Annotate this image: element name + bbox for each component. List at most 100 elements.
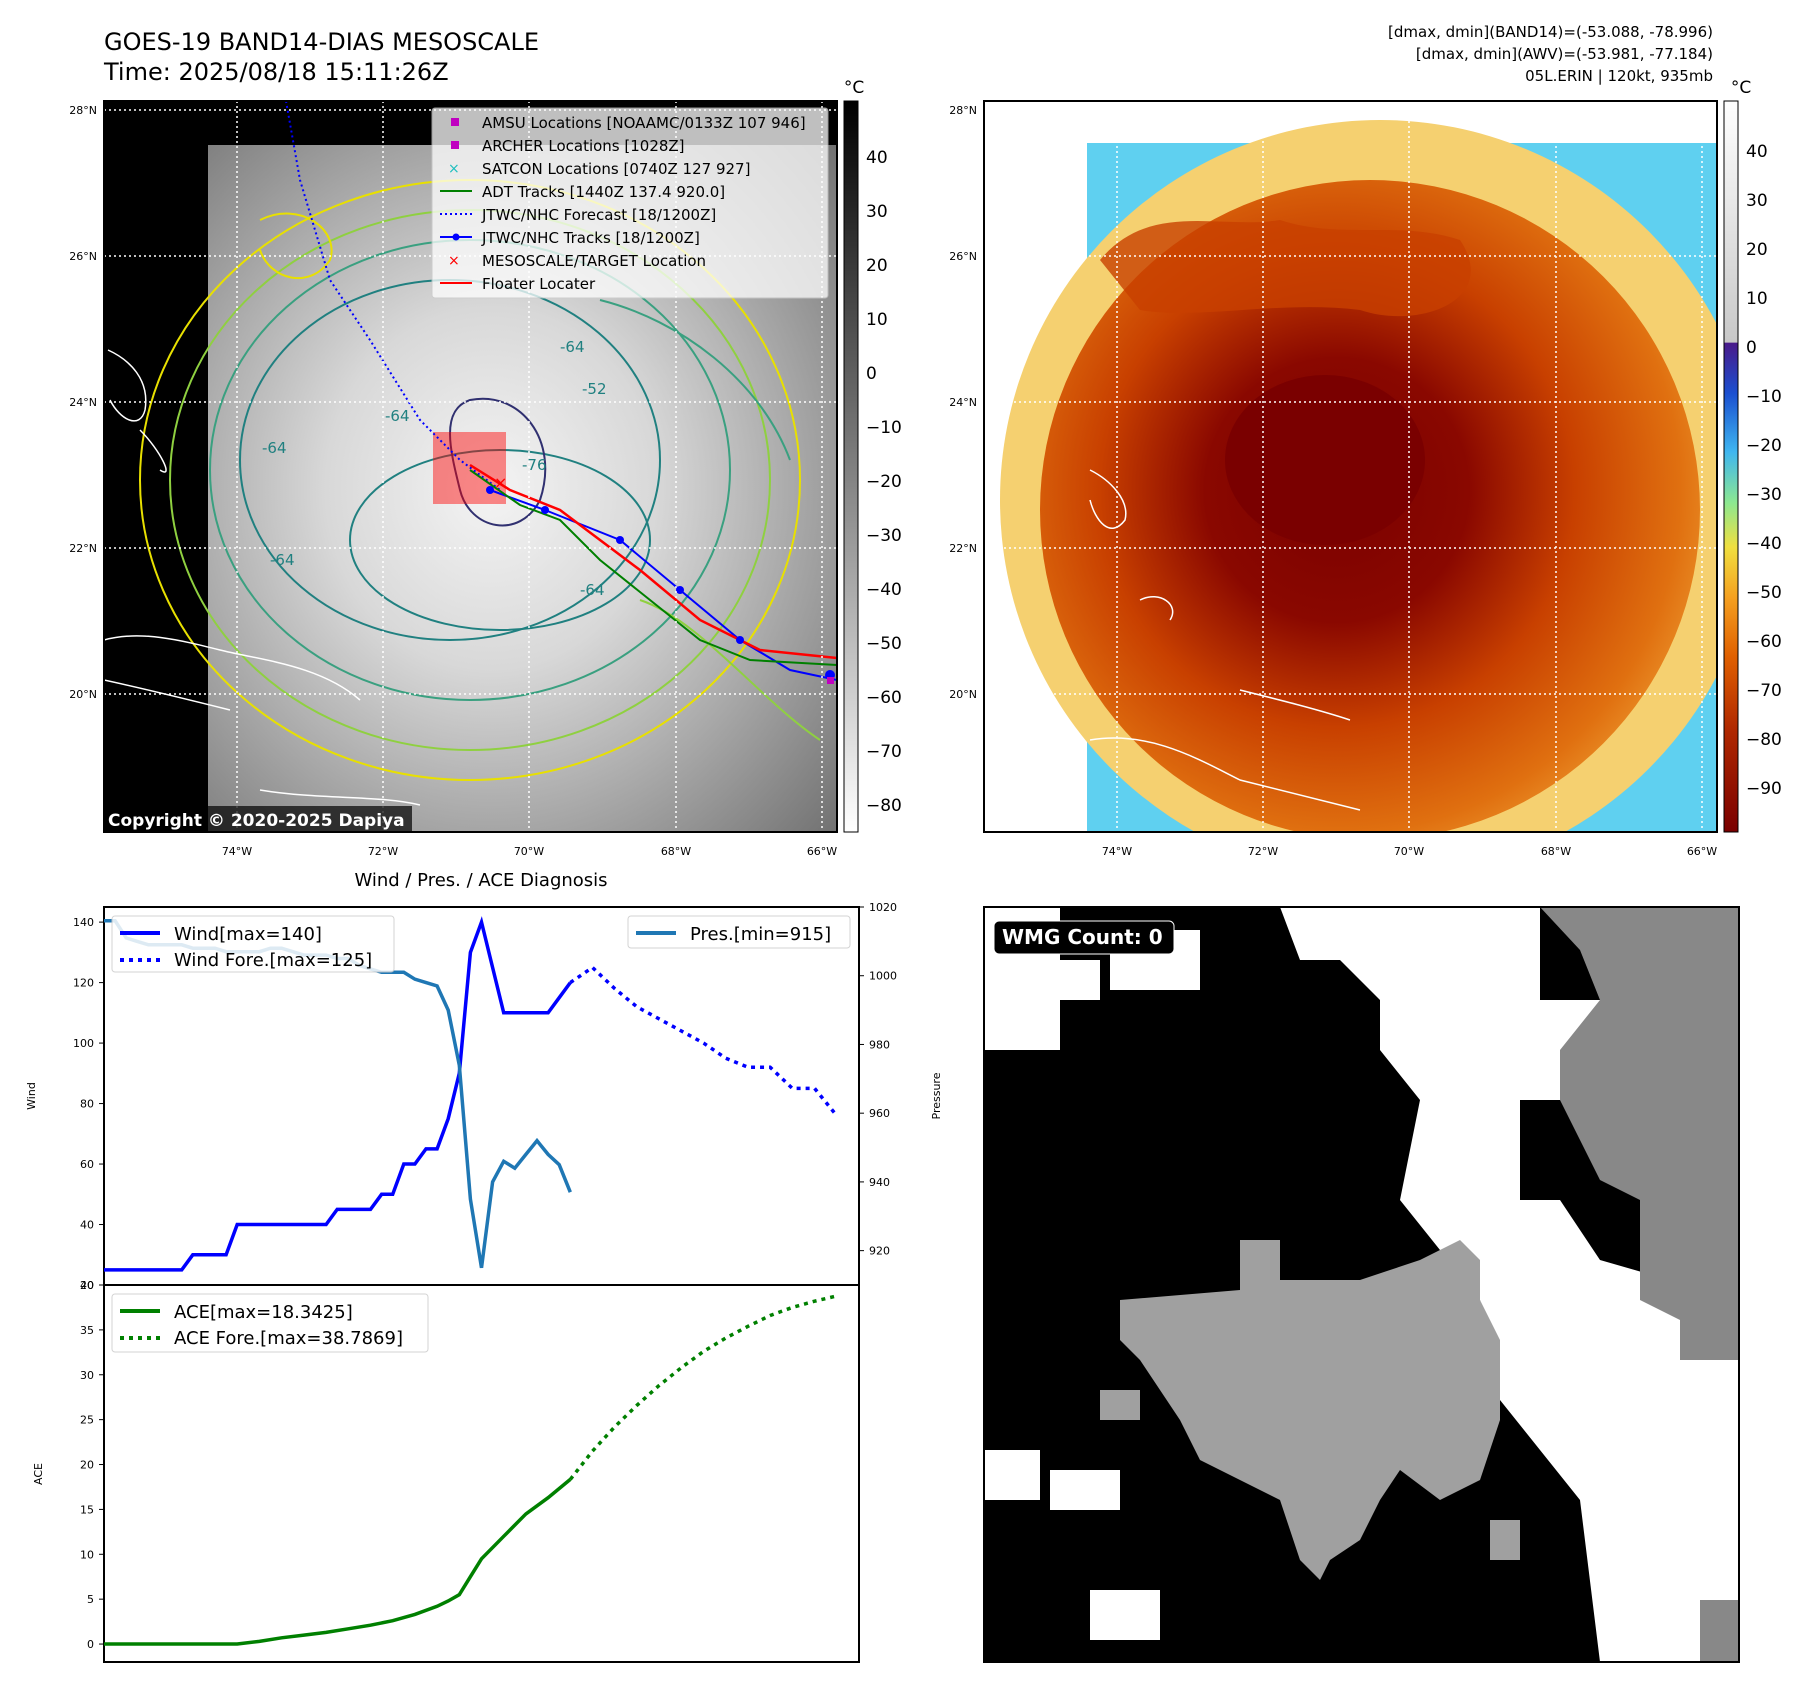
lon-label: 74°W: [222, 845, 252, 858]
tick-label: 20: [80, 1459, 94, 1472]
tick-label: 15: [80, 1503, 94, 1516]
cb-tick: −40: [1746, 534, 1782, 554]
cb-tick: −80: [1746, 730, 1782, 750]
tick-label: 120: [73, 977, 94, 990]
adt-track: [469, 469, 837, 666]
lat-label: 28°N: [949, 104, 977, 117]
lat-label: 28°N: [69, 104, 97, 117]
amsu-legend-icon: [451, 118, 459, 126]
tick-label: 35: [80, 1324, 94, 1337]
pressure-legend: Pres.[min=915]: [627, 915, 851, 949]
legend-label: JTWC/NHC Forecast [18/1200Z]: [481, 206, 716, 224]
tick-label: 980: [869, 1038, 890, 1051]
forecast-line: [569, 965, 839, 1117]
cb-tick: 30: [866, 202, 888, 222]
diagnosis-title: Wind / Pres. / ACE Diagnosis: [354, 870, 607, 891]
tick-label: 140: [73, 916, 94, 929]
cb-tick: 10: [1746, 289, 1768, 309]
legend-label: ADT Tracks [1440Z 137.4 920.0]: [482, 183, 725, 201]
wind-axis-label: Wind: [25, 1082, 38, 1110]
tick-label: 20: [80, 1279, 94, 1292]
legend-label: Pres.[min=915]: [690, 924, 831, 945]
lat-label: 20°N: [69, 688, 97, 701]
lon-label: 74°W: [1102, 845, 1132, 858]
legend-label: AMSU Locations [NOAAMC/0133Z 107 946]: [482, 114, 806, 132]
pressure-axis-label: Pressure: [930, 1072, 943, 1119]
legend-label: MESOSCALE/TARGET Location: [482, 252, 706, 270]
lat-label: 26°N: [949, 250, 977, 263]
tick-label: 5: [87, 1593, 94, 1606]
copyright: Copyright © 2020-2025 Dapiya: [108, 811, 405, 831]
cb-tick: −60: [1746, 632, 1782, 652]
satcon-legend-icon: ×: [448, 161, 460, 177]
lat-label: 22°N: [69, 542, 97, 555]
lon-label: 72°W: [1248, 845, 1278, 858]
ace-plot: 40 35 30 25 20 15 10 5 0 ACE ACE[max=18.3425] AC…: [32, 1279, 860, 1663]
contour-label: -76: [522, 456, 547, 474]
cb-tick: 10: [866, 310, 888, 330]
colorbar-unit: °C: [1731, 78, 1751, 98]
wmg-panel: WMG Count: 0: [983, 906, 1740, 1663]
legend-label: Wind Fore.[max=125]: [174, 950, 372, 971]
tick-label: 10: [80, 1548, 94, 1561]
contour-label: -64: [385, 407, 410, 425]
ir-map-panel: × -64 -52 -64 -64 -76 -64 -64: [104, 101, 837, 832]
tick-label: 40: [80, 1279, 94, 1292]
tick-label: 80: [80, 1098, 94, 1111]
info-awv: [dmax, dmin](AWV)=(-53.981, -77.184): [1416, 45, 1713, 63]
amsu-marker: [827, 677, 834, 684]
figure-time: Time: 2025/08/18 15:11:26Z: [103, 58, 449, 86]
colorbar-color: °C 40 30 20 10 0 −10 −20 −30 −40 −50 −60…: [1723, 78, 1782, 833]
archer-legend-icon: [451, 141, 459, 149]
cb-tick: 40: [866, 148, 888, 168]
legend-label: SATCON Locations [0740Z 127 927]: [482, 160, 750, 178]
lon-label: 70°W: [514, 845, 544, 858]
cb-tick: 0: [866, 364, 877, 384]
tick-label: 960: [869, 1107, 890, 1120]
floater-track: [469, 463, 837, 660]
cb-tick: −90: [1746, 779, 1782, 799]
tick-label: 0: [87, 1638, 94, 1651]
legend-label: Wind[max=140]: [174, 924, 322, 945]
info-storm: 05L.ERIN | 120kt, 935mb: [1525, 67, 1713, 85]
lon-label: 72°W: [368, 845, 398, 858]
cb-tick: −10: [1746, 387, 1782, 407]
lat-label: 24°N: [949, 396, 977, 409]
cb-tick: −20: [1746, 436, 1782, 456]
target-legend-icon: ×: [448, 253, 460, 269]
lon-label: 68°W: [1541, 845, 1571, 858]
wmg-count-label: WMG Count: 0: [1002, 925, 1163, 949]
cb-tick: 40: [1746, 142, 1768, 162]
color-map-panel: [984, 101, 1717, 832]
contour-label: -64: [560, 338, 585, 356]
cb-tick: −70: [1746, 681, 1782, 701]
lat-label: 20°N: [949, 688, 977, 701]
cb-tick: −20: [866, 472, 902, 492]
lon-label: 70°W: [1394, 845, 1424, 858]
info-band14: [dmax, dmin](BAND14)=(-53.088, -78.996): [1388, 23, 1713, 41]
cb-tick: −80: [866, 796, 902, 816]
legend-label: Floater Locater: [482, 275, 596, 293]
cb-tick: −40: [866, 580, 902, 600]
contour-label: -52: [582, 380, 607, 398]
tick-label: 920: [869, 1245, 890, 1258]
cb-tick: −50: [1746, 583, 1782, 603]
wind-legend: Wind[max=140] Wind Fore.[max=125]: [111, 915, 395, 973]
cb-tick: −50: [866, 634, 902, 654]
colorbar-unit: °C: [844, 78, 864, 98]
cb-tick: −10: [866, 418, 902, 438]
series-line: [104, 916, 572, 1272]
lat-label: 26°N: [69, 250, 97, 263]
lat-label: 24°N: [69, 396, 97, 409]
tick-label: 100: [73, 1037, 94, 1050]
contour-label: -64: [580, 581, 605, 599]
cb-tick: 20: [1746, 240, 1768, 260]
cb-tick: −60: [866, 688, 902, 708]
ace-axis-label: ACE: [32, 1463, 45, 1485]
legend-label: JTWC/NHC Tracks [18/1200Z]: [481, 229, 700, 247]
lon-label: 68°W: [661, 845, 691, 858]
figure-title: GOES-19 BAND14-DIAS MESOSCALE: [104, 28, 539, 56]
lat-label: 22°N: [949, 542, 977, 555]
tick-label: 1020: [869, 901, 897, 914]
